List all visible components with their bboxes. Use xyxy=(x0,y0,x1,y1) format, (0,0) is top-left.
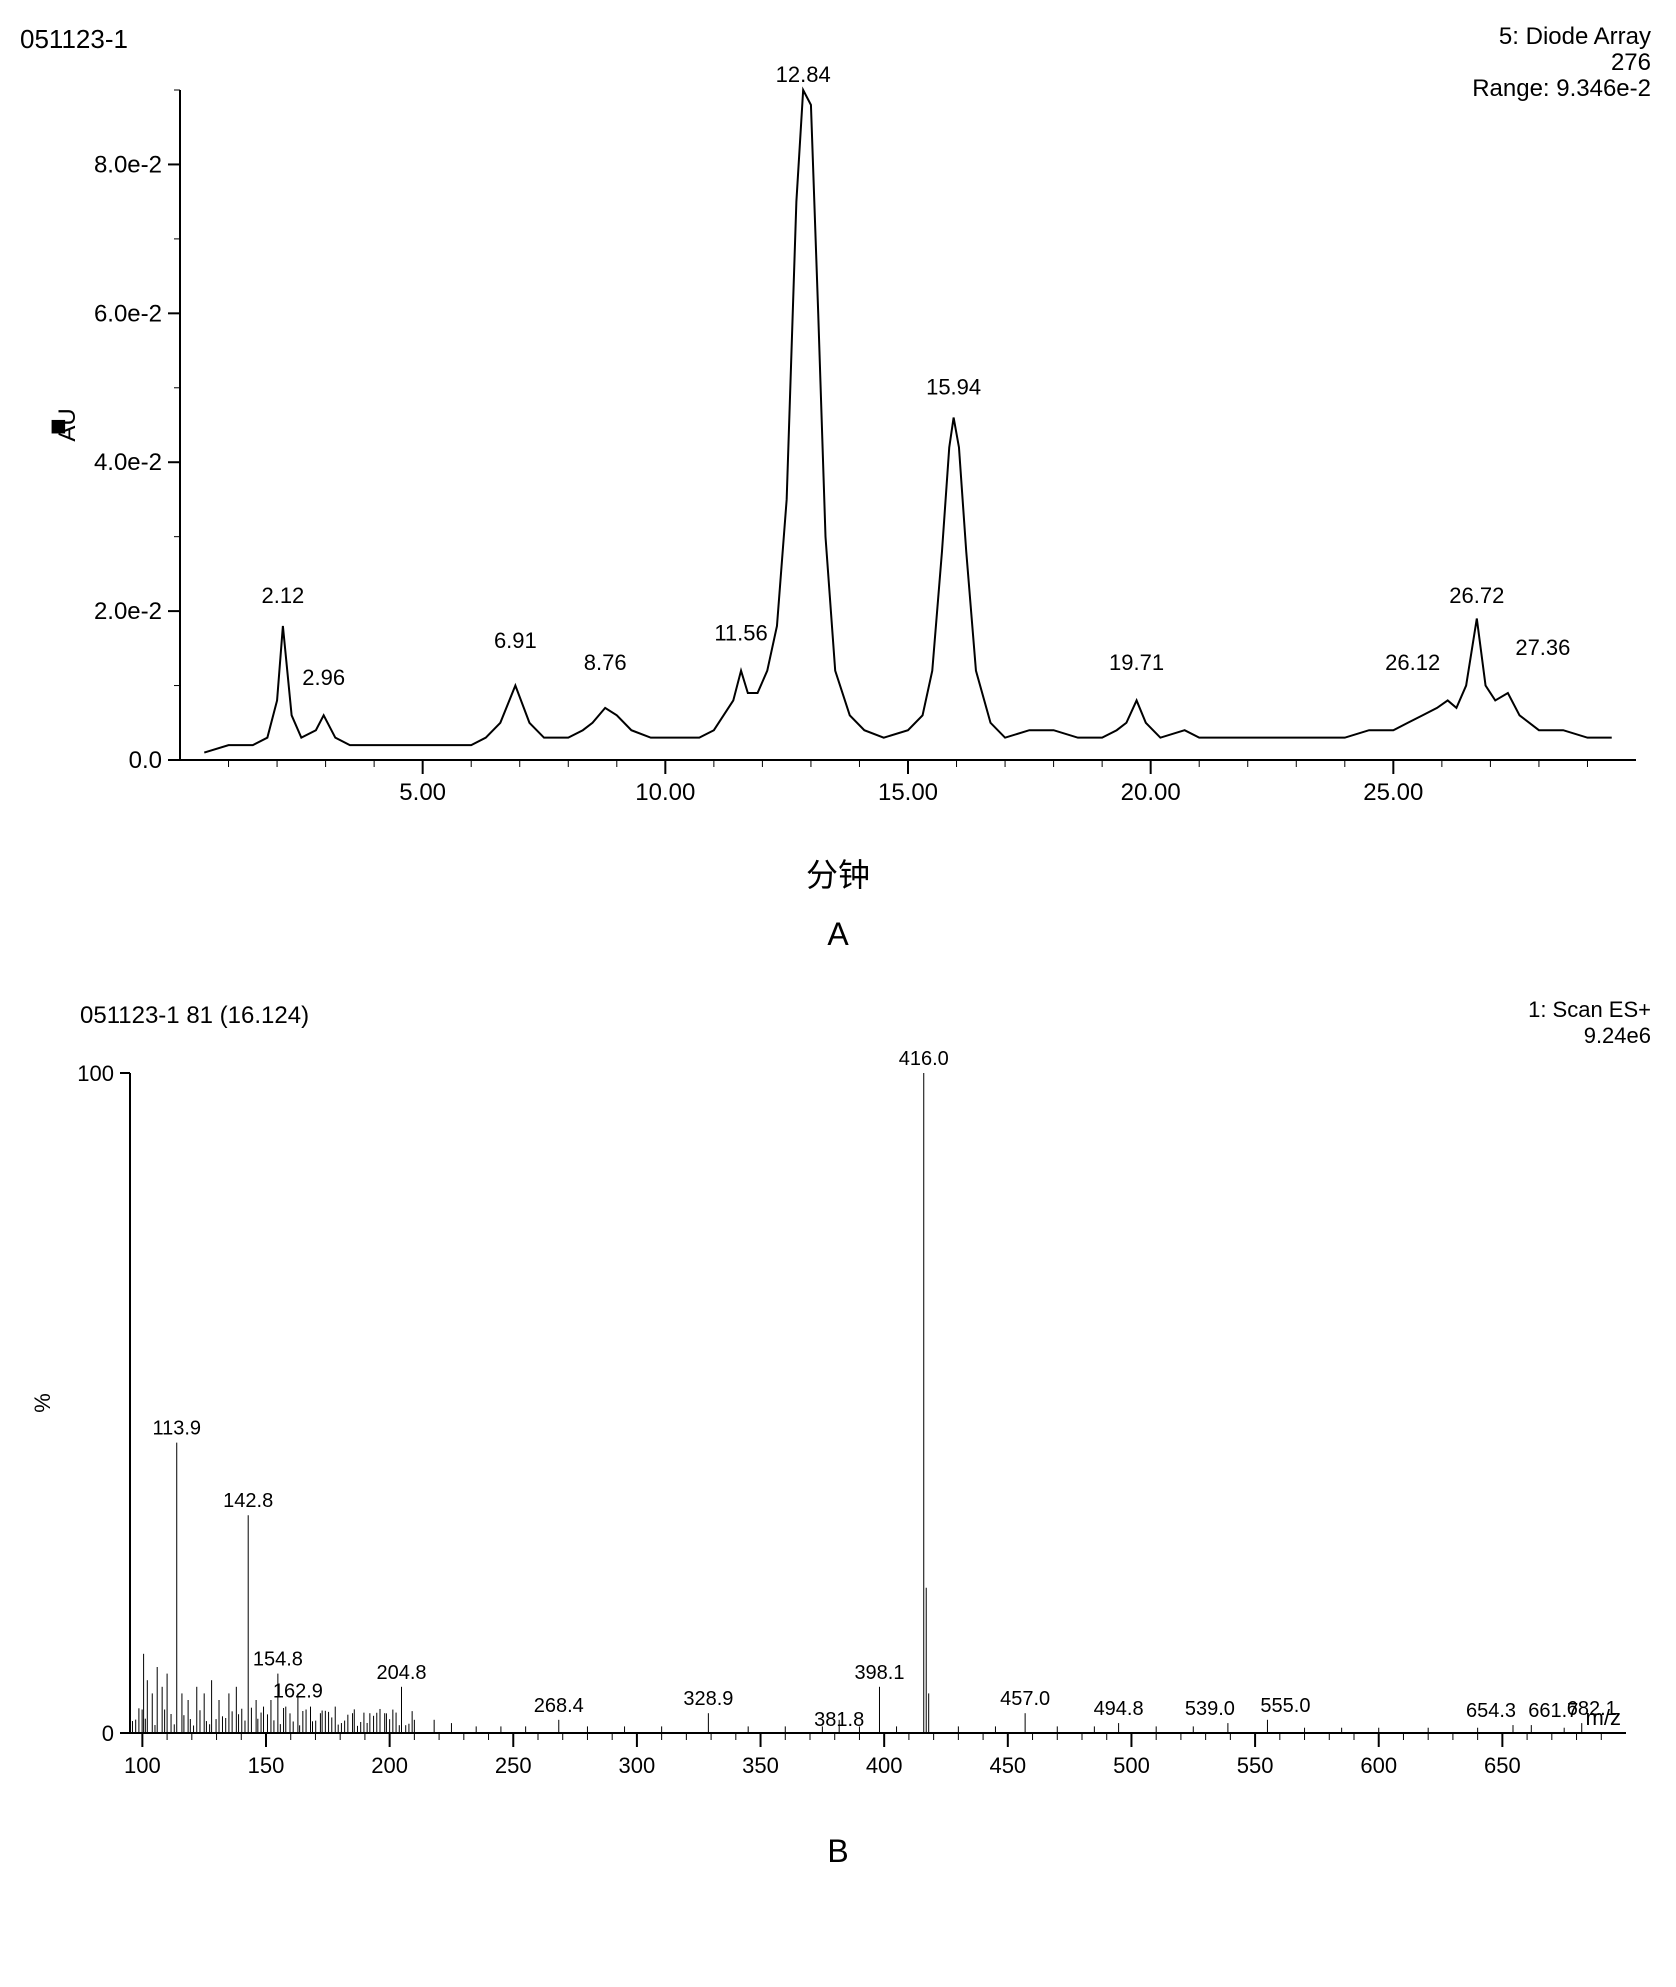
panel-label-a: A xyxy=(20,916,1656,953)
xtick-label-a: 5.00 xyxy=(399,779,446,806)
ms-peak-label: 328.9 xyxy=(683,1688,733,1710)
xtick-label-b: 500 xyxy=(1113,1753,1150,1778)
peak-label-a: 26.72 xyxy=(1449,583,1504,608)
ms-peak-label: 494.8 xyxy=(1094,1698,1144,1720)
ms-peak-label: 142.8 xyxy=(223,1490,273,1512)
ms-peak-label: 654.3 xyxy=(1466,1700,1516,1722)
ms-peak-label: 204.8 xyxy=(376,1662,426,1684)
detector-range: Range: 9.346e-2 xyxy=(1472,75,1651,102)
ylabel-b: % xyxy=(30,1393,55,1413)
xtick-label-b: 100 xyxy=(124,1753,161,1778)
ms-peak-label: 539.0 xyxy=(1185,1698,1235,1720)
ms-peak-label: 457.0 xyxy=(1000,1688,1050,1710)
peak-label-a: 6.91 xyxy=(494,628,537,653)
peak-label-a: 27.36 xyxy=(1515,635,1570,660)
xtick-label-b: 450 xyxy=(989,1753,1026,1778)
peak-label-a: 2.12 xyxy=(261,583,304,608)
xtick-label-b: 200 xyxy=(371,1753,408,1778)
chromatogram-chart: 051123-1 5: Diode Array276Range: 9.346e-2… xyxy=(20,20,1656,840)
detector-line2: 276 xyxy=(1611,49,1651,76)
xlabel-a: 分钟 xyxy=(20,850,1656,896)
xtick-label-b: 600 xyxy=(1360,1753,1397,1778)
ms-peak-label: 381.8 xyxy=(814,1709,864,1731)
xtick-label-b: 350 xyxy=(742,1753,779,1778)
detector-line1: 5: Diode Array xyxy=(1499,23,1651,50)
peak-label-a: 8.76 xyxy=(584,650,627,675)
xtick-label-b: 150 xyxy=(248,1753,285,1778)
sample-id-b: 051123-1 81 (16.124) xyxy=(80,1002,309,1029)
scan-line1: 1: Scan ES+ xyxy=(1528,997,1651,1022)
figure-container: 051123-1 5: Diode Array276Range: 9.346e-2… xyxy=(20,20,1656,1870)
xtick-label-a: 25.00 xyxy=(1363,779,1423,806)
ylabel-a: AU xyxy=(54,408,81,441)
chart-b-wrapper: 051123-1 81 (16.124) 1: Scan ES+9.24e6 0 10… xyxy=(20,993,1656,1870)
peak-label-a: 12.84 xyxy=(776,62,831,87)
peak-label-a: 11.56 xyxy=(714,620,767,645)
ytick-label-a: 6.0e-2 xyxy=(94,300,162,327)
panel-label-b: B xyxy=(20,1833,1656,1870)
ms-peak-label: 555.0 xyxy=(1260,1695,1310,1717)
peak-label-a: 26.12 xyxy=(1385,650,1440,675)
ms-peak-label: 268.4 xyxy=(534,1695,584,1717)
ytick-label-a: 4.0e-2 xyxy=(94,449,162,476)
ytick-label-a: 0.0 xyxy=(129,747,162,774)
ms-peak-label: 162.9 xyxy=(273,1680,323,1702)
ytick-label-a: 2.0e-2 xyxy=(94,598,162,625)
ms-peak-label: 416.0 xyxy=(899,1048,949,1070)
sample-id-a: 051123-1 xyxy=(20,24,128,54)
ms-peak-label: 398.1 xyxy=(854,1662,904,1684)
mass-spectrum-chart: 051123-1 81 (16.124) 1: Scan ES+9.24e6 0 10… xyxy=(20,993,1656,1813)
xtick-label-a: 20.00 xyxy=(1121,779,1181,806)
peak-label-a: 19.71 xyxy=(1109,650,1164,675)
xtick-label-a: 15.00 xyxy=(878,779,938,806)
ytick-label-b: 0 xyxy=(102,1721,114,1746)
chart-a-wrapper: 051123-1 5: Diode Array276Range: 9.346e-2… xyxy=(20,20,1656,953)
ms-peak-label: 154.8 xyxy=(253,1649,303,1671)
xtick-label-b: 650 xyxy=(1484,1753,1521,1778)
ms-peak-label: 682.1 xyxy=(1567,1698,1617,1720)
xtick-label-b: 550 xyxy=(1237,1753,1274,1778)
peak-label-a: 15.94 xyxy=(926,375,981,400)
xtick-label-b: 250 xyxy=(495,1753,532,1778)
xtick-label-b: 300 xyxy=(619,1753,656,1778)
ytick-label-a: 8.0e-2 xyxy=(94,151,162,178)
xtick-label-a: 10.00 xyxy=(635,779,695,806)
ytick-label-b: 100 xyxy=(77,1061,114,1086)
xtick-label-b: 400 xyxy=(866,1753,903,1778)
scan-line2: 9.24e6 xyxy=(1584,1023,1651,1048)
peak-label-a: 2.96 xyxy=(302,665,345,690)
ms-peak-label: 113.9 xyxy=(152,1418,201,1440)
